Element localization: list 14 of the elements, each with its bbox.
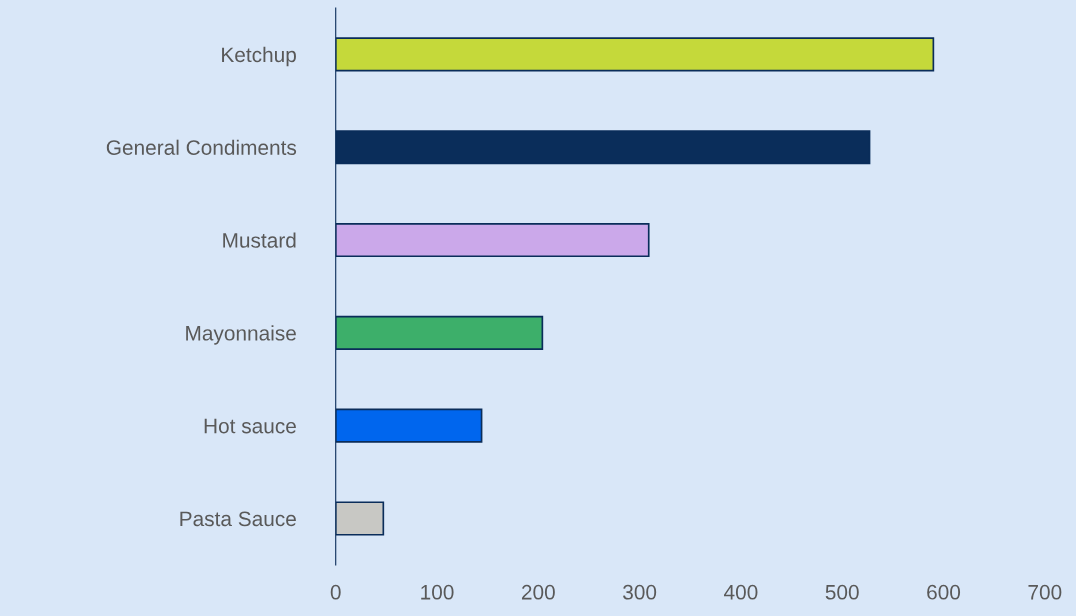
y-tick-label: Pasta Sauce (180, 511, 296, 527)
x-tick-label: 0 (330, 584, 341, 600)
x-tick-label: 100 (421, 584, 454, 600)
y-tick-label: Ketchup (222, 46, 296, 67)
y-tick-label: Mustard (223, 232, 296, 248)
y-tick-label: Mayonnaise (186, 325, 296, 345)
x-tick-label: 400 (724, 584, 758, 600)
x-tick-label: 200 (521, 584, 555, 600)
x-tick-label: 600 (927, 584, 961, 600)
x-tick-label: 500 (825, 584, 859, 600)
y-tick-label: General Condiments (106, 139, 297, 155)
x-tick-label: 300 (623, 584, 657, 600)
x-tick-label: 700 (1028, 584, 1062, 600)
y-tick-label: Hot sauce (204, 418, 296, 434)
